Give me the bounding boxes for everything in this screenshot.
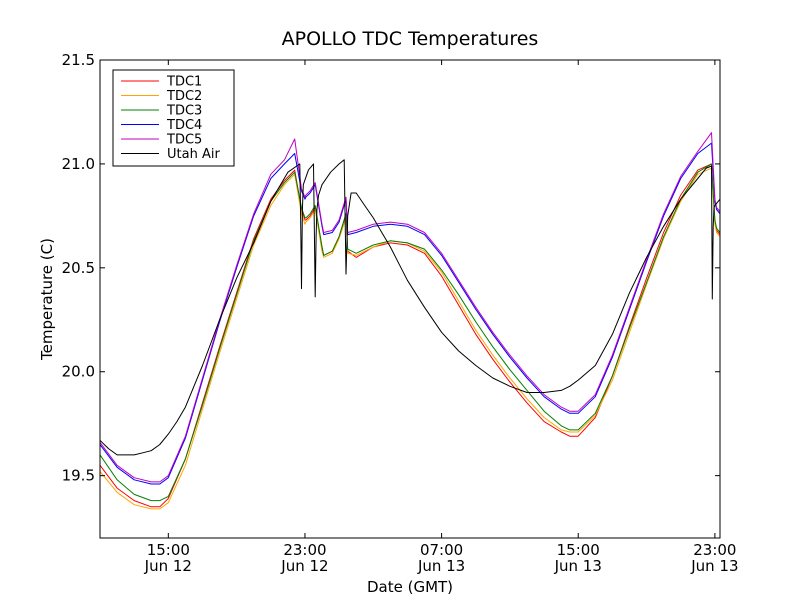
x-tick-time-label: 23:00 (693, 541, 736, 559)
legend-label: TDC4 (166, 118, 202, 133)
legend-label: Utah Air (167, 147, 220, 162)
y-tick-label: 21.0 (62, 155, 95, 173)
legend-label: TDC1 (166, 75, 202, 90)
series-line-tdc5 (100, 132, 720, 483)
series-layer (100, 132, 720, 510)
x-axis-label: Date (GMT) (367, 578, 453, 596)
x-tick-date-label: Jun 12 (280, 557, 328, 575)
series-line-tdc2 (100, 167, 720, 510)
legend-label: TDC3 (166, 104, 202, 119)
series-line-utah-air (100, 159, 720, 456)
y-axis-label: Temperature (C) (38, 238, 56, 361)
x-tick-time-label: 07:00 (420, 541, 463, 559)
y-tick-label: 20.0 (62, 363, 95, 381)
series-line-tdc3 (100, 163, 720, 502)
x-tick-time-label: 23:00 (283, 541, 326, 559)
y-tick-label: 20.5 (62, 259, 95, 277)
y-tick-label: 19.5 (62, 467, 95, 485)
y-tick-label: 21.5 (62, 51, 95, 69)
chart-title: APOLLO TDC Temperatures (282, 28, 539, 50)
y-axis: 19.5 20.0 20.5 21.0 21.5 (62, 51, 720, 485)
legend-box (112, 69, 235, 167)
x-tick-time-label: 15:00 (147, 541, 190, 559)
x-tick-date-label: Jun 13 (554, 557, 602, 575)
series-line-tdc4 (100, 142, 720, 485)
x-tick-time-label: 15:00 (557, 541, 600, 559)
x-tick-date-label: Jun 12 (144, 557, 192, 575)
x-tick-date-label: Jun 13 (690, 557, 738, 575)
legend-label: TDC2 (166, 89, 202, 104)
legend-label: TDC5 (166, 133, 202, 148)
plot-area-frame (99, 59, 721, 539)
x-tick-date-label: Jun 13 (417, 557, 465, 575)
